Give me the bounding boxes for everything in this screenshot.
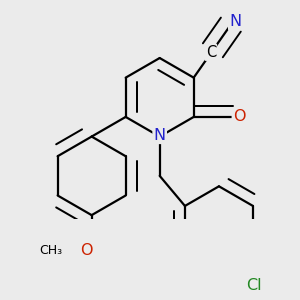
Text: C: C [206, 45, 216, 60]
Text: O: O [80, 243, 92, 258]
Text: N: N [154, 128, 166, 143]
Text: O: O [233, 109, 245, 124]
Text: Cl: Cl [246, 278, 262, 293]
Text: N: N [229, 14, 241, 29]
Text: CH₃: CH₃ [39, 244, 62, 257]
